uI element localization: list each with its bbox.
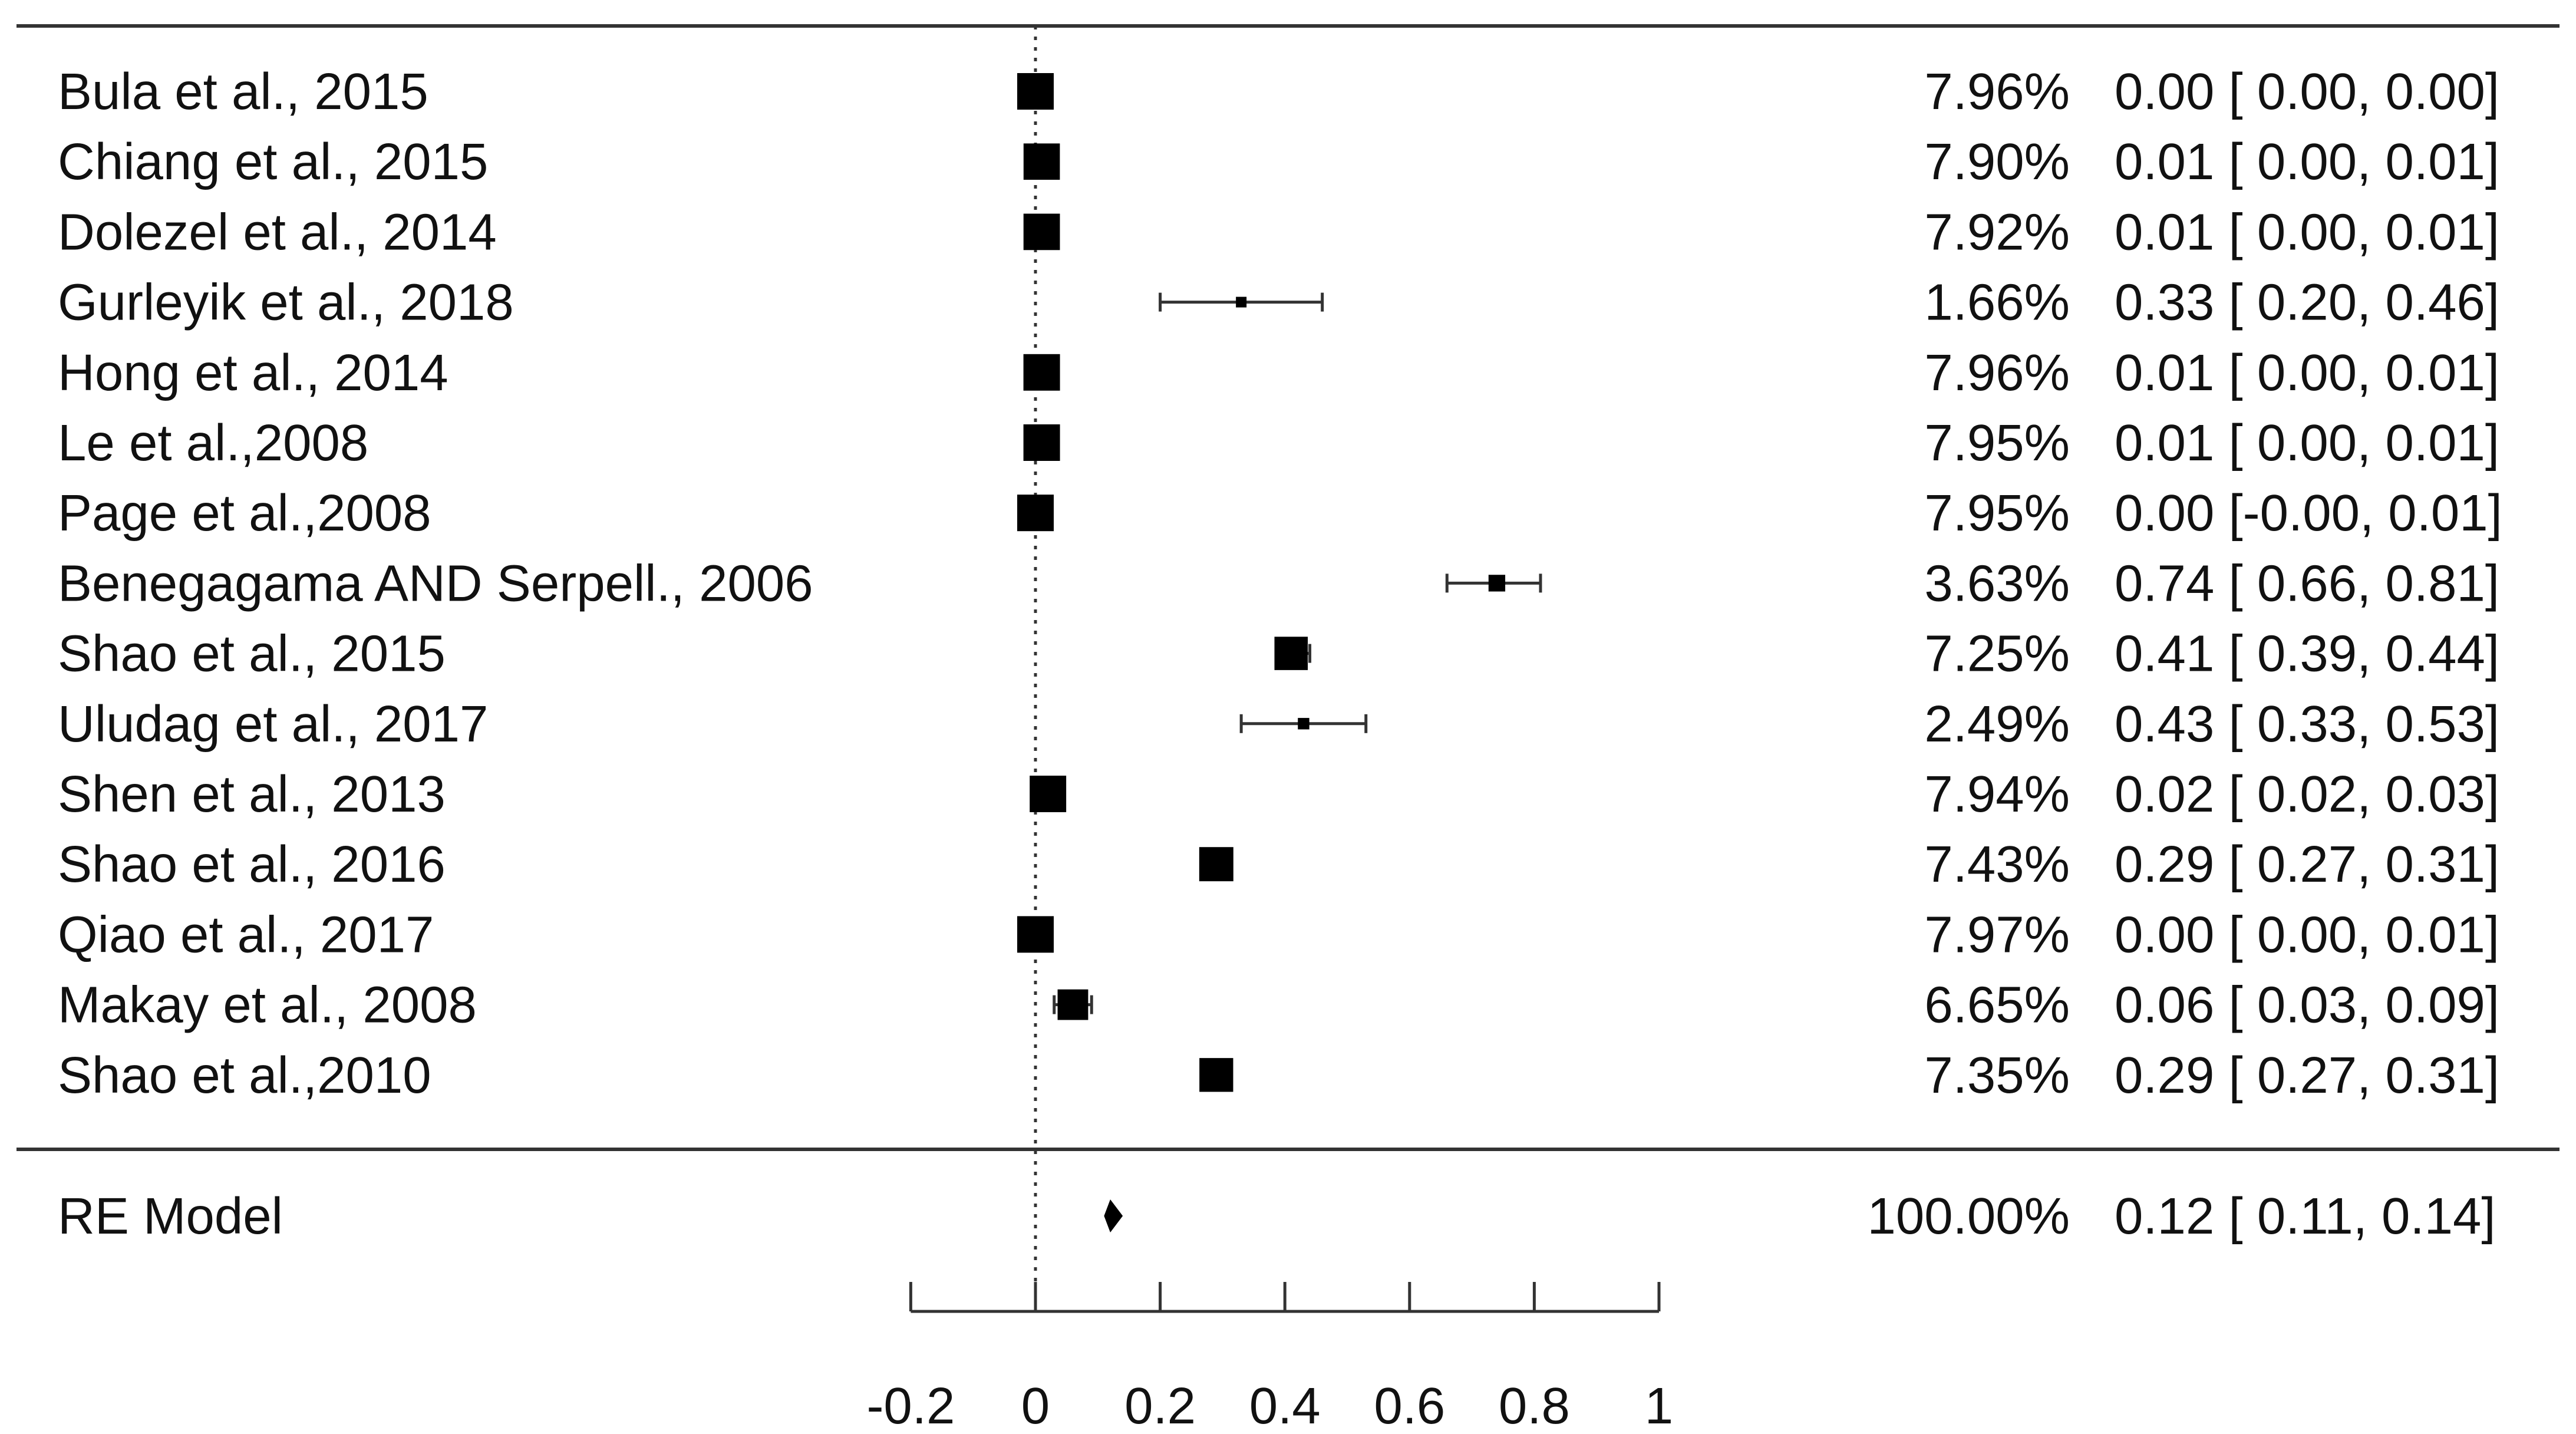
weight-label: 7.25%	[1924, 625, 2070, 683]
ci-label: 0.29 [ 0.27, 0.31]	[2115, 1047, 2499, 1104]
model-weight: 100.00%	[1868, 1188, 2070, 1245]
weight-label: 7.35%	[1924, 1047, 2070, 1104]
effect-marker	[1017, 916, 1054, 953]
study-label: Dolezel et al., 2014	[58, 203, 497, 261]
x-tick-label: -0.2	[866, 1377, 955, 1434]
x-tick-label: 0.4	[1249, 1377, 1321, 1434]
ci-label: 0.33 [ 0.20, 0.46]	[2115, 274, 2499, 331]
study-label: Page et al.,2008	[58, 484, 431, 542]
study-row: Shao et al., 2015 7.25% 0.41 [ 0.39, 0.44]	[58, 625, 2499, 683]
weight-label: 7.92%	[1924, 203, 2070, 261]
study-row: Makay et al., 2008 6.65% 0.06 [ 0.03, 0.09…	[58, 977, 2499, 1034]
study-row: Shen et al., 2013 7.94% 0.02 [ 0.02, 0.03]	[58, 766, 2499, 823]
ci-label: 0.43 [ 0.33, 0.53]	[2115, 695, 2499, 753]
weight-label: 7.90%	[1924, 133, 2070, 190]
effect-marker	[1023, 424, 1060, 461]
weight-label: 7.94%	[1924, 766, 2070, 823]
ci-label: 0.01 [ 0.00, 0.01]	[2115, 133, 2499, 190]
effect-marker	[1023, 354, 1060, 391]
ci-label: 0.74 [ 0.66, 0.81]	[2115, 555, 2499, 612]
study-row: Gurleyik et al., 2018 1.66% 0.33 [ 0.20, 0…	[58, 274, 2499, 331]
weight-label: 3.63%	[1924, 555, 2070, 612]
x-tick-label: 0.8	[1499, 1377, 1570, 1434]
weight-label: 7.96%	[1924, 344, 2070, 401]
study-label: Shen et al., 2013	[58, 766, 446, 823]
study-row: Shao et al.,2010 7.35% 0.29 [ 0.27, 0.31]	[58, 1047, 2499, 1104]
weight-label: 7.97%	[1924, 906, 2070, 963]
effect-marker	[1030, 776, 1067, 812]
study-label: Uludag et al., 2017	[58, 695, 488, 753]
study-row: Bula et al., 2015 7.96% 0.00 [ 0.00, 0.00]	[58, 63, 2499, 120]
ci-label: 0.00 [ 0.00, 0.01]	[2115, 906, 2499, 963]
weight-label: 7.95%	[1924, 484, 2070, 542]
effect-marker	[1199, 1058, 1233, 1092]
ci-label: 0.02 [ 0.02, 0.03]	[2115, 766, 2499, 823]
ci-label: 0.41 [ 0.39, 0.44]	[2115, 625, 2499, 683]
study-label: Shao et al., 2015	[58, 625, 446, 683]
study-row: Hong et al., 2014 7.96% 0.01 [ 0.00, 0.01]	[58, 344, 2499, 401]
weight-label: 1.66%	[1924, 274, 2070, 331]
effect-marker	[1023, 143, 1060, 180]
weight-label: 7.43%	[1924, 836, 2070, 893]
study-label: Makay et al., 2008	[58, 977, 477, 1034]
effect-marker	[1199, 847, 1233, 882]
model-row: RE Model 100.00% 0.12 [ 0.11, 0.14]	[58, 1188, 2496, 1245]
model-diamond	[1104, 1199, 1123, 1232]
effect-marker	[1488, 575, 1506, 592]
effect-marker	[1017, 73, 1054, 110]
study-label: Hong et al., 2014	[58, 344, 448, 401]
effect-marker	[1023, 213, 1060, 250]
study-row: Qiao et al., 2017 7.97% 0.00 [ 0.00, 0.01]	[58, 906, 2499, 963]
study-label: Gurleyik et al., 2018	[58, 274, 514, 331]
study-row: Uludag et al., 2017 2.49% 0.43 [ 0.33, 0.5…	[58, 695, 2499, 753]
x-tick-label: 0	[1021, 1377, 1050, 1434]
ci-label: 0.00 [-0.00, 0.01]	[2115, 484, 2502, 542]
ci-label: 0.29 [ 0.27, 0.31]	[2115, 836, 2499, 893]
weight-label: 7.95%	[1924, 414, 2070, 472]
ci-label: 0.01 [ 0.00, 0.01]	[2115, 203, 2499, 261]
study-label: Shao et al.,2010	[58, 1047, 431, 1104]
study-label: Qiao et al., 2017	[58, 906, 434, 963]
ci-label: 0.01 [ 0.00, 0.01]	[2115, 344, 2499, 401]
effect-marker	[1017, 495, 1054, 532]
ci-label: 0.06 [ 0.03, 0.09]	[2115, 977, 2499, 1034]
x-tick-label: 0.6	[1374, 1377, 1445, 1434]
study-label: Benegagama AND Serpell., 2006	[58, 555, 813, 612]
study-row: Le et al.,2008 7.95% 0.01 [ 0.00, 0.01]	[58, 414, 2499, 472]
study-label: Shao et al., 2016	[58, 836, 446, 893]
x-tick-label: 1	[1645, 1377, 1673, 1434]
x-tick-label: 0.2	[1124, 1377, 1196, 1434]
ci-label: 0.00 [ 0.00, 0.00]	[2115, 63, 2499, 120]
study-row: Benegagama AND Serpell., 2006 3.63% 0.74 […	[58, 555, 2499, 612]
study-row: Dolezel et al., 2014 7.92% 0.01 [ 0.00, 0.…	[58, 203, 2499, 261]
effect-marker	[1236, 296, 1247, 308]
weight-label: 6.65%	[1924, 977, 2070, 1034]
model-label: RE Model	[58, 1188, 283, 1245]
study-row: Page et al.,2008 7.95% 0.00 [-0.00, 0.01]	[58, 484, 2502, 542]
study-label: Bula et al., 2015	[58, 63, 428, 120]
study-label: Chiang et al., 2015	[58, 133, 488, 190]
weight-label: 7.96%	[1924, 63, 2070, 120]
study-row: Shao et al., 2016 7.43% 0.29 [ 0.27, 0.31]	[58, 836, 2499, 893]
model-ci: 0.12 [ 0.11, 0.14]	[2115, 1188, 2496, 1245]
weight-label: 2.49%	[1924, 695, 2070, 753]
effect-marker	[1298, 718, 1310, 730]
ci-label: 0.01 [ 0.00, 0.01]	[2115, 414, 2499, 472]
study-label: Le et al.,2008	[58, 414, 368, 472]
study-row: Chiang et al., 2015 7.90% 0.01 [ 0.00, 0.0…	[58, 133, 2499, 190]
effect-marker	[1057, 989, 1089, 1020]
effect-marker	[1274, 637, 1308, 670]
